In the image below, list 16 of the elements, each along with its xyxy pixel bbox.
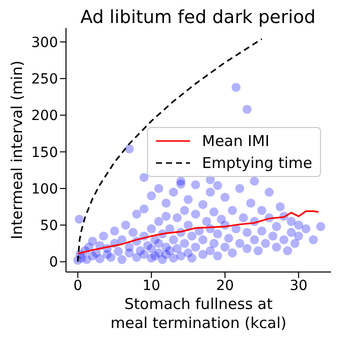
y-tick-label: 100 bbox=[31, 181, 58, 198]
y-tick-label: 200 bbox=[31, 108, 58, 124]
x-axis-title: Stomach fullness at meal termination (kcal) bbox=[110, 295, 286, 332]
y-axis-title: Intermeal interval (min) bbox=[8, 60, 26, 240]
x-tick-label: 0 bbox=[73, 278, 82, 294]
y-tick-label: 250 bbox=[31, 72, 58, 88]
y-tick-label: 150 bbox=[31, 144, 58, 161]
y-tick-label: 50 bbox=[40, 218, 58, 234]
chart-title: Ad libitum fed dark period bbox=[80, 7, 316, 28]
y-tick-label: 300 bbox=[31, 34, 58, 51]
legend-label: Emptying time bbox=[202, 154, 312, 172]
legend-label: Mean IMI bbox=[202, 132, 270, 150]
x-tick-label: 30 bbox=[290, 278, 308, 294]
y-tick-label: 0 bbox=[49, 254, 58, 271]
x-tick-label: 10 bbox=[142, 278, 160, 294]
x-tick-label: 20 bbox=[216, 278, 234, 294]
